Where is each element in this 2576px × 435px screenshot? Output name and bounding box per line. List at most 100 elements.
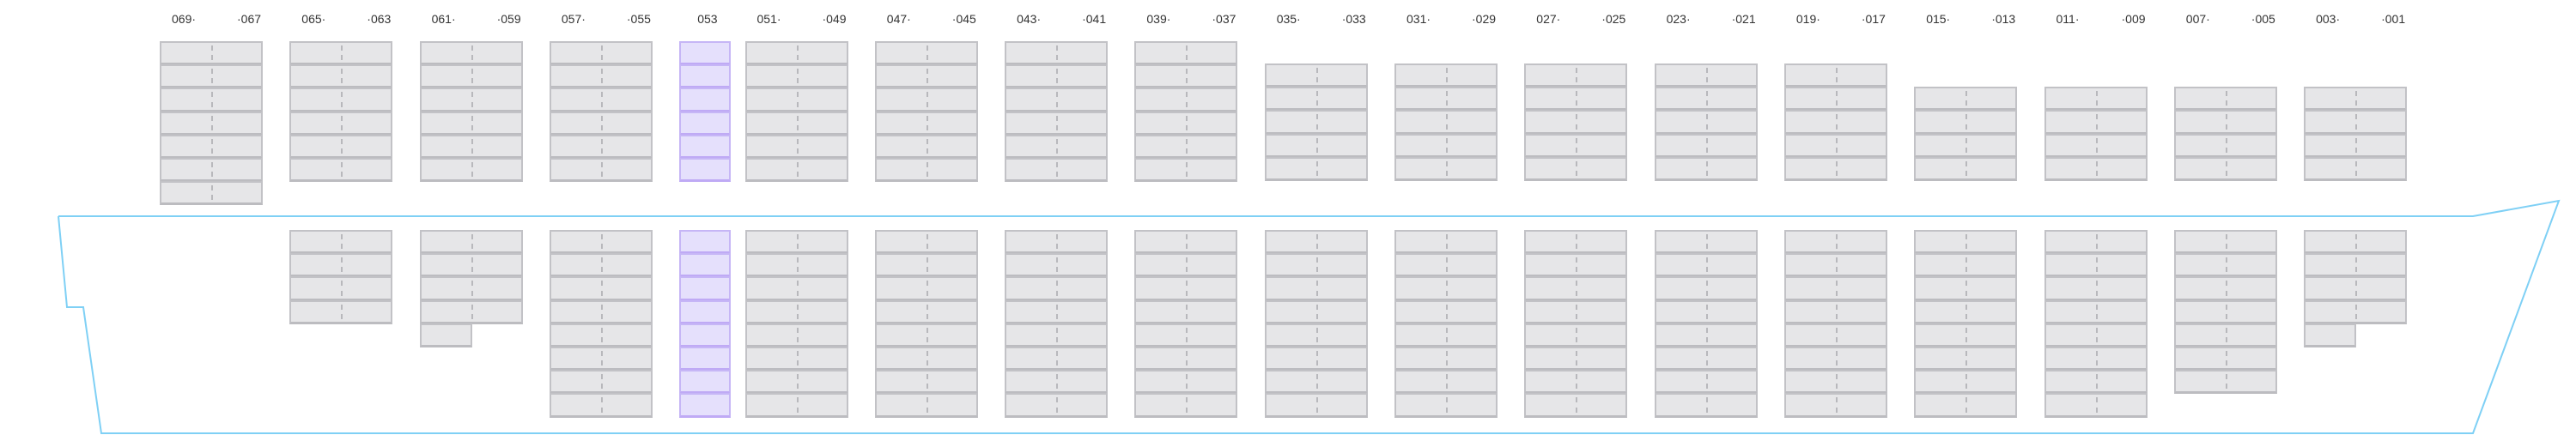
hold-slot[interactable]	[1394, 370, 1498, 395]
bay-label-right[interactable]: ·021	[1731, 12, 1756, 26]
deck-slot[interactable]	[874, 158, 978, 183]
deck-slot[interactable]	[419, 41, 523, 66]
deck-slot[interactable]	[1524, 63, 1628, 88]
bay-label-left[interactable]: 015·	[1926, 12, 1951, 26]
deck-slot[interactable]	[679, 158, 732, 183]
hold-slot[interactable]	[1394, 393, 1498, 418]
hold-slot[interactable]	[2304, 253, 2408, 278]
hold-slot[interactable]	[874, 230, 978, 255]
hold-slot[interactable]	[1005, 230, 1109, 255]
deck-slot[interactable]	[1005, 158, 1109, 183]
hold-slot[interactable]	[874, 276, 978, 301]
deck-slot[interactable]	[289, 111, 393, 136]
bay-label-right[interactable]: ·041	[1082, 12, 1107, 26]
bay-label-left[interactable]: 069·	[172, 12, 197, 26]
deck-slot[interactable]	[1524, 133, 1628, 158]
hold-slot[interactable]	[1783, 323, 1887, 347]
deck-slot[interactable]	[1654, 110, 1758, 135]
hold-slot[interactable]	[1654, 299, 1758, 324]
deck-slot[interactable]	[1264, 110, 1368, 135]
deck-slot[interactable]	[1394, 156, 1498, 181]
hold-slot[interactable]	[1134, 323, 1238, 347]
deck-slot[interactable]	[1914, 133, 2018, 158]
hold-slot[interactable]	[2044, 299, 2148, 324]
deck-slot[interactable]	[1005, 64, 1109, 89]
hold-slot[interactable]	[1783, 253, 1887, 278]
deck-slot[interactable]	[1264, 156, 1368, 181]
hold-slot[interactable]	[744, 370, 848, 395]
deck-slot[interactable]	[1394, 63, 1498, 88]
bay-label-right[interactable]: ·067	[237, 12, 262, 26]
deck-slot[interactable]	[549, 41, 653, 66]
hold-slot[interactable]	[289, 299, 393, 324]
hold-slot[interactable]	[1524, 276, 1628, 301]
deck-slot[interactable]	[160, 64, 263, 89]
hold-slot[interactable]	[1654, 347, 1758, 372]
deck-slot[interactable]	[679, 111, 732, 136]
deck-slot[interactable]	[744, 64, 848, 89]
hold-slot[interactable]	[679, 253, 732, 278]
hold-slot[interactable]	[1654, 370, 1758, 395]
bay-label-right[interactable]: ·029	[1472, 12, 1497, 26]
hold-slot[interactable]	[1264, 347, 1368, 372]
deck-slot[interactable]	[874, 41, 978, 66]
deck-slot[interactable]	[1134, 41, 1238, 66]
deck-slot[interactable]	[2304, 133, 2408, 158]
bay-label-left[interactable]: 035·	[1276, 12, 1301, 26]
bay-label-left[interactable]: 057·	[561, 12, 586, 26]
deck-slot[interactable]	[1783, 156, 1887, 181]
hold-slot[interactable]	[874, 323, 978, 347]
deck-slot[interactable]	[549, 111, 653, 136]
hold-slot[interactable]	[2044, 323, 2148, 347]
bay-label-left[interactable]: 011·	[2056, 12, 2080, 26]
hold-slot[interactable]	[744, 299, 848, 324]
deck-slot[interactable]	[2173, 87, 2277, 112]
deck-slot[interactable]	[1264, 63, 1368, 88]
bay-label-left[interactable]: 047·	[886, 12, 911, 26]
deck-slot[interactable]	[2304, 156, 2408, 181]
deck-slot[interactable]	[679, 88, 732, 112]
hold-slot[interactable]	[1005, 323, 1109, 347]
hold-slot[interactable]	[1005, 370, 1109, 395]
hold-slot[interactable]	[1005, 347, 1109, 372]
hold-slot[interactable]	[679, 323, 732, 347]
hold-slot[interactable]	[744, 393, 848, 418]
hold-slot[interactable]	[549, 370, 653, 395]
deck-slot[interactable]	[549, 88, 653, 112]
hold-slot[interactable]	[1524, 347, 1628, 372]
deck-slot[interactable]	[289, 88, 393, 112]
hold-slot[interactable]	[679, 299, 732, 324]
hold-slot[interactable]	[549, 276, 653, 301]
hold-slot[interactable]	[1005, 393, 1109, 418]
hold-slot[interactable]	[874, 393, 978, 418]
hold-slot[interactable]	[419, 276, 523, 301]
deck-slot[interactable]	[289, 64, 393, 89]
hold-slot[interactable]	[1134, 253, 1238, 278]
bay-label-left[interactable]: 019·	[1795, 12, 1820, 26]
hold-slot[interactable]	[2044, 230, 2148, 255]
hold-slot-half[interactable]	[2304, 323, 2357, 347]
hold-slot[interactable]	[1783, 370, 1887, 395]
hold-slot[interactable]	[419, 230, 523, 255]
hold-slot[interactable]	[1005, 276, 1109, 301]
bay-label-left[interactable]: 039·	[1146, 12, 1171, 26]
hold-slot-half[interactable]	[419, 323, 472, 347]
hold-slot[interactable]	[1264, 323, 1368, 347]
hold-slot[interactable]	[744, 230, 848, 255]
hold-slot[interactable]	[1914, 347, 2018, 372]
deck-slot[interactable]	[1264, 87, 1368, 112]
deck-slot[interactable]	[679, 41, 732, 66]
hold-slot[interactable]	[1394, 230, 1498, 255]
deck-slot[interactable]	[1134, 64, 1238, 89]
bay-label-right[interactable]: ·005	[2251, 12, 2275, 26]
deck-slot[interactable]	[419, 111, 523, 136]
hold-slot[interactable]	[2044, 347, 2148, 372]
hold-slot[interactable]	[1264, 276, 1368, 301]
bay-label[interactable]: 053	[697, 12, 718, 26]
hold-slot[interactable]	[1524, 323, 1628, 347]
hold-slot[interactable]	[1134, 230, 1238, 255]
deck-slot[interactable]	[1005, 41, 1109, 66]
hold-slot[interactable]	[2173, 299, 2277, 324]
hold-slot[interactable]	[1264, 299, 1368, 324]
bay-label-right[interactable]: ·049	[822, 12, 847, 26]
